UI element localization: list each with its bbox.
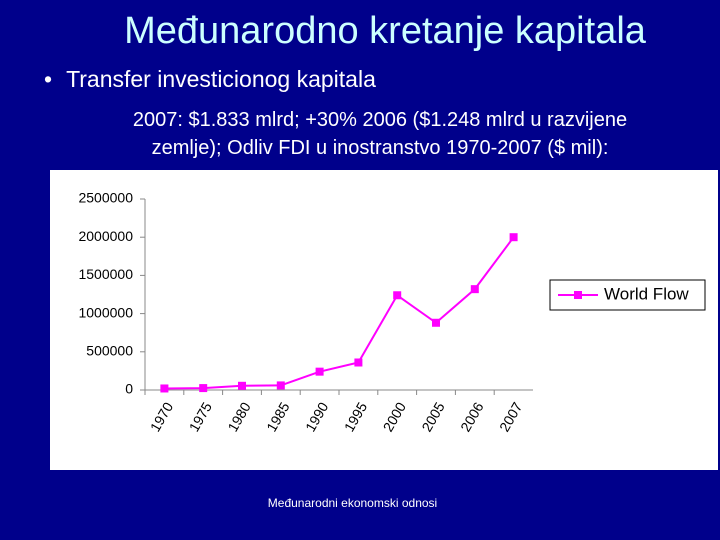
y-tick-label: 1500000 xyxy=(78,266,133,282)
footer: Međunarodni ekonomski odnosi xyxy=(267,496,438,510)
y-tick-label: 0 xyxy=(125,381,133,397)
data-point xyxy=(509,233,518,242)
sub-text: 2007: $1.833 mlrd; +30% 2006 ($1.248 mlr… xyxy=(60,106,700,162)
data-point xyxy=(315,367,324,376)
data-point xyxy=(238,381,246,390)
data-point xyxy=(276,381,285,390)
slide-title: Međunarodno kretanje kapitala xyxy=(124,10,646,52)
y-tick-label: 500000 xyxy=(86,343,133,359)
legend-marker xyxy=(574,291,582,299)
y-tick-label: 2000000 xyxy=(78,228,133,244)
data-point xyxy=(470,285,479,294)
bullet: Transfer investicionog kapitala xyxy=(44,66,376,93)
data-point xyxy=(393,291,402,300)
bullet-text: Transfer investicionog kapitala xyxy=(66,66,376,92)
sub-line: zemlje); Odliv FDI u inostranstvo 1970-2… xyxy=(151,137,609,159)
y-tick-label: 1000000 xyxy=(78,304,133,320)
data-point xyxy=(199,384,208,393)
legend-label: World Flow xyxy=(604,284,689,303)
y-tick-label: 2500000 xyxy=(78,190,133,206)
data-line xyxy=(164,236,515,390)
data-point xyxy=(432,318,440,327)
sub-line: 2007: $1.833 mlrd; +30% 2006 ($1.248 mlr… xyxy=(132,109,628,131)
data-point xyxy=(354,358,363,367)
data-point xyxy=(160,384,169,393)
